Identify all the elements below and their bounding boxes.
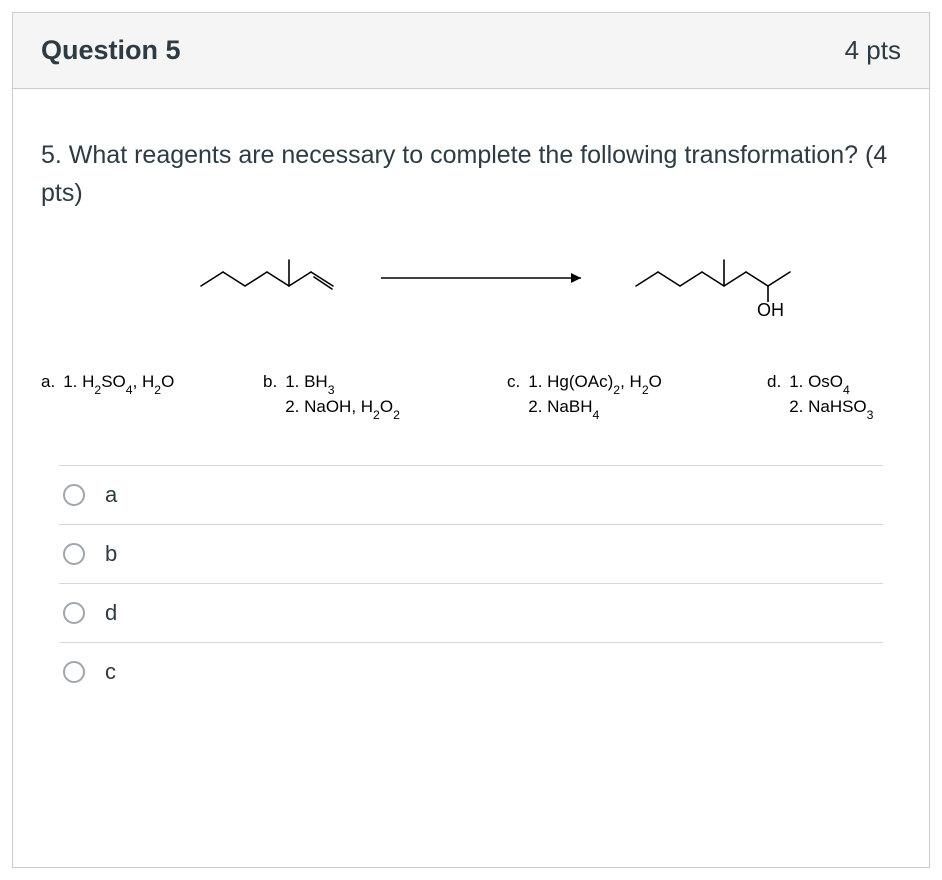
reagents-row: a. 1. H2SO4, H2O b. 1. BH32. NaOH, H2O2 c. 1.… (41, 370, 901, 419)
question-title: Question 5 (41, 35, 181, 66)
reagent-option: b. 1. BH32. NaOH, H2O2 (263, 370, 507, 419)
reagent-option: c. 1. Hg(OAc)2, H2O2. NaBH4 (507, 370, 767, 419)
answer-option[interactable]: a (59, 466, 883, 525)
reagent-option: d. 1. OsO42. NaHSO3 (767, 370, 907, 419)
oh-label: OH (757, 300, 784, 320)
answer-label: c (105, 659, 116, 685)
question-wrap: Question 5 4 pts 5. What reagents are ne… (0, 0, 942, 880)
answer-label: b (105, 541, 117, 567)
radio-icon[interactable] (63, 484, 85, 506)
answer-option[interactable]: b (59, 525, 883, 584)
question-header: Question 5 4 pts (13, 13, 929, 89)
question-prompt: 5. What reagents are necessary to comple… (41, 137, 901, 212)
answer-label: d (105, 600, 117, 626)
product (636, 260, 790, 286)
reagent-content: 1. BH32. NaOH, H2O2 (285, 370, 400, 419)
answer-option[interactable]: d (59, 584, 883, 643)
radio-icon[interactable] (63, 543, 85, 565)
reagent-tag: b. (263, 370, 277, 395)
reagent-tag: c. (507, 370, 520, 395)
radio-icon[interactable] (63, 661, 85, 683)
reaction-svg: OH (41, 248, 901, 338)
reagent-option: a. 1. H2SO4, H2O (41, 370, 263, 419)
answer-label: a (105, 482, 117, 508)
reagent-content: 1. Hg(OAc)2, H2O2. NaBH4 (528, 370, 662, 419)
reagent-tag: d. (767, 370, 781, 395)
answer-option[interactable]: c (59, 643, 883, 701)
reaction-diagram: OH (41, 248, 901, 338)
reagent-content: 1. OsO42. NaHSO3 (789, 370, 873, 419)
starting-material (201, 260, 333, 289)
arrow-head-icon (571, 273, 581, 283)
reagent-tag: a. (41, 370, 55, 395)
question-points: 4 pts (845, 35, 901, 66)
radio-icon[interactable] (63, 602, 85, 624)
question-body: 5. What reagents are necessary to comple… (13, 89, 929, 867)
question-card: Question 5 4 pts 5. What reagents are ne… (12, 12, 930, 868)
reagent-content: 1. H2SO4, H2O (63, 370, 174, 395)
answers-list: a b d c (59, 465, 883, 701)
